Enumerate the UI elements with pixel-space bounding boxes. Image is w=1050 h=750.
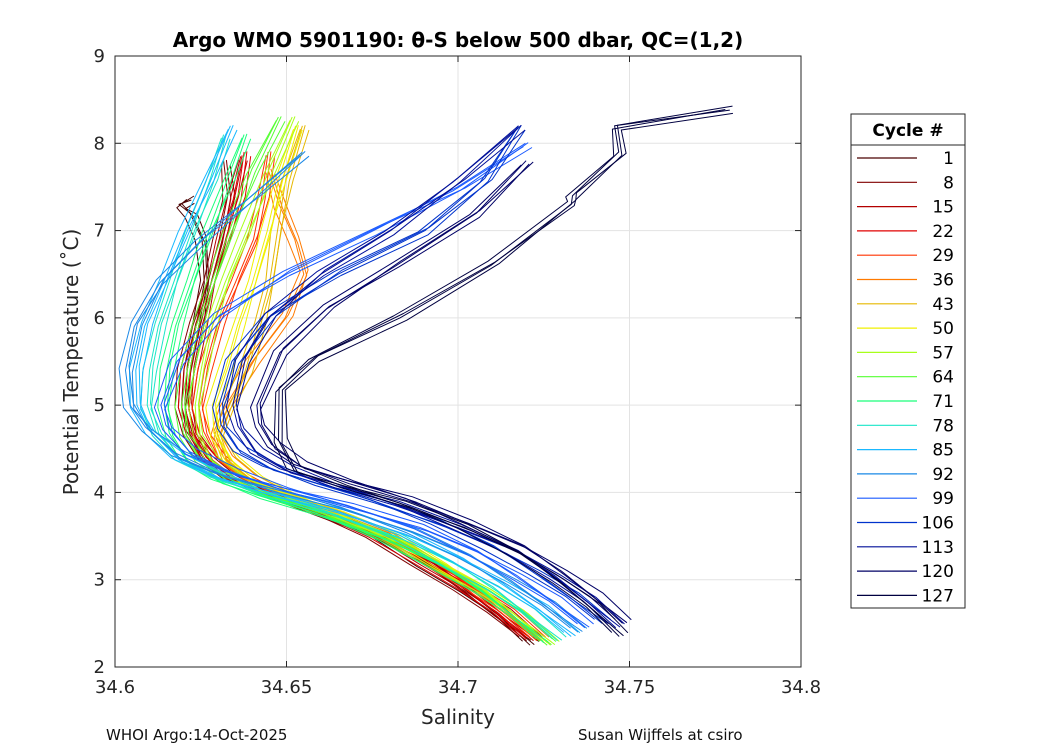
x-tick-label: 34.8 — [781, 677, 821, 698]
legend-label: 15 — [932, 198, 954, 218]
legend-label: 127 — [922, 586, 954, 606]
y-tick-label: 5 — [94, 395, 105, 416]
legend-label: 99 — [932, 489, 954, 509]
series-line-cycle-106 — [212, 128, 595, 620]
series-group — [118, 105, 733, 646]
series-line-cycle-85 — [128, 128, 565, 633]
footer-credit-right: Susan Wijffels at csiro — [578, 726, 743, 744]
x-axis-label: Salinity — [421, 705, 495, 729]
legend-label: 92 — [932, 465, 954, 485]
y-axis-label: Potential Temperature (˚C) — [59, 229, 83, 496]
x-tick-label: 34.75 — [604, 677, 656, 698]
legend: Cycle # 18152229364350576471788592991061… — [850, 113, 966, 609]
series-line-cycle-50 — [215, 129, 557, 640]
series-line-cycle-127 — [273, 109, 726, 633]
series-line-cycle-92 — [118, 154, 571, 629]
footer-credit-left: WHOI Argo:14-Oct-2025 — [106, 726, 288, 744]
legend-label: 120 — [922, 562, 954, 582]
series-line-cycle-127 — [278, 109, 730, 637]
y-tick-label: 4 — [94, 482, 105, 503]
legend-label: 36 — [932, 271, 954, 291]
series-line-cycle-113 — [225, 128, 609, 625]
x-tick-label: 34.65 — [261, 677, 313, 698]
series-line-cycle-127 — [281, 105, 733, 637]
y-tick-label: 6 — [94, 308, 105, 329]
legend-label: 43 — [932, 295, 954, 315]
legend-label: 85 — [932, 441, 954, 461]
legend-label: 50 — [932, 319, 954, 339]
y-tick-label: 3 — [94, 570, 105, 591]
series-line-cycle-113 — [236, 129, 625, 625]
y-tick-label: 7 — [94, 221, 105, 242]
legend-label: 29 — [932, 246, 954, 266]
y-tick-label: 9 — [94, 46, 105, 67]
series-line-cycle-99 — [164, 147, 594, 625]
chart-title: Argo WMO 5901190: θ-S below 500 dbar, QC… — [173, 28, 743, 52]
legend-items: 1 8 15 22 29 36 43 50 57 64 71 78 85 92 99 106 113 120 127 — [857, 149, 954, 606]
legend-label: 113 — [922, 538, 954, 558]
y-tick-label: 2 — [94, 657, 105, 678]
legend-label: 106 — [922, 514, 954, 534]
series-line-cycle-29 — [198, 151, 538, 642]
legend-box — [850, 113, 966, 609]
legend-label: 22 — [932, 222, 954, 242]
legend-title: Cycle # — [872, 121, 943, 141]
series-line-cycle-57 — [198, 121, 560, 642]
series-line-cycle-29 — [201, 151, 542, 641]
series-line-cycle-99 — [163, 142, 590, 628]
axis-ticks: 34.6 34.65 34.7 34.75 34.8 2 3 4 5 6 7 8 9 — [94, 46, 821, 698]
series-line-cycle-29 — [191, 155, 530, 638]
legend-label: 71 — [932, 392, 954, 412]
series-line-cycle-92 — [131, 155, 588, 629]
series-line-cycle-99 — [153, 146, 578, 625]
y-tick-label: 8 — [94, 133, 105, 154]
legend-label: 57 — [932, 343, 954, 363]
legend-label: 8 — [943, 173, 954, 193]
legend-label: 64 — [932, 368, 954, 388]
series-line-cycle-50 — [205, 128, 541, 639]
x-tick-label: 34.7 — [438, 677, 478, 698]
legend-label: 1 — [943, 149, 954, 169]
x-tick-label: 34.6 — [95, 677, 135, 698]
legend-label: 78 — [932, 416, 954, 436]
